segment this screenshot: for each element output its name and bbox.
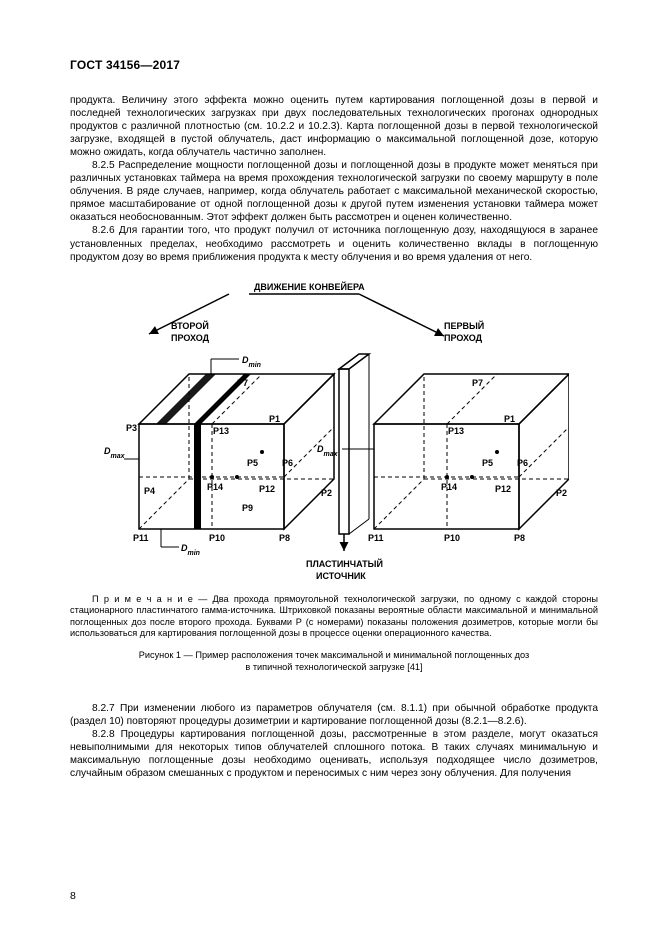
para-5: 8.2.8 Процедуры картирования поглощенной… [70,728,598,780]
p10-r: P10 [444,533,460,543]
label-conveyor: ДВИЖЕНИЕ КОНВЕЙЕРА [254,281,365,292]
para-4: 8.2.7 При изменении любого из параметров… [70,702,598,728]
p13-l: P13 [213,426,229,436]
p14-r: P14 [441,482,457,492]
body-block-1: продукта. Величину этого эффекта можно о… [70,94,598,264]
label-dmax-left: Dmax [104,446,126,460]
p8-l: P8 [279,533,290,543]
label-second-pass-1: ВТОРОЙ [171,320,209,331]
label-first-pass-2: ПРОХОД [444,333,483,343]
label-first-pass-1: ПЕРВЫЙ [444,320,484,331]
para-3: 8.2.6 Для гарантии того, что продукт пол… [70,224,598,263]
p11-r: P11 [368,533,384,543]
label-source-2: ИСТОЧНИК [316,571,366,581]
p6-l: P6 [282,458,293,468]
p2-l: P2 [321,488,332,498]
fig-caption-1: Рисунок 1 — Пример расположения точек ма… [139,650,530,660]
body-block-2: 8.2.7 При изменении любого из параметров… [70,702,598,780]
figure-1: ДВИЖЕНИЕ КОНВЕЙЕРА ВТОРОЙ ПРОХОД ПЕРВЫЙ … [70,274,598,584]
p11-l: P11 [133,533,149,543]
p8-r: P8 [514,533,525,543]
p1-r: P1 [504,414,515,424]
p5-l: P5 [247,458,258,468]
para-2: 8.2.5 Распределение мощности поглощенной… [70,159,598,224]
page-number: 8 [70,890,76,902]
label-second-pass-2: ПРОХОД [171,333,210,343]
figure-note: П р и м е ч а н и е — Два прохода прямоу… [70,594,598,640]
p13-r: P13 [448,426,464,436]
label-dmax-right: Dmax [317,444,339,458]
p12-r: P12 [495,484,511,494]
p3-l: P3 [126,423,137,433]
p7-l: P7 [237,378,248,388]
note-label: П р и м е ч а н и е [92,594,193,604]
label-dmin-top: Dmin [242,355,261,369]
p9-l: P9 [242,503,253,513]
p2-r: P2 [556,488,567,498]
p6-r: P6 [517,458,528,468]
p14-l: P14 [207,482,223,492]
page-content: ГОСТ 34156—2017 продукта. Величину этого… [70,58,598,780]
p5-r: P5 [482,458,493,468]
p10-l: P10 [209,533,225,543]
fig-caption-2: в типичной технологической загрузке [41] [245,662,422,672]
label-dmin-bottom: Dmin [181,543,200,557]
label-source-1: ПЛАСТИНЧАТЫЙ [306,558,383,569]
para-1: продукта. Величину этого эффекта можно о… [70,94,598,159]
p4-l: P4 [144,486,155,496]
p7-r: P7 [472,378,483,388]
figure-svg: ДВИЖЕНИЕ КОНВЕЙЕРА ВТОРОЙ ПРОХОД ПЕРВЫЙ … [99,274,569,584]
figure-caption: Рисунок 1 — Пример расположения точек ма… [70,650,598,674]
gost-header: ГОСТ 34156—2017 [70,58,598,72]
p12-l: P12 [259,484,275,494]
p1-l: P1 [269,414,280,424]
